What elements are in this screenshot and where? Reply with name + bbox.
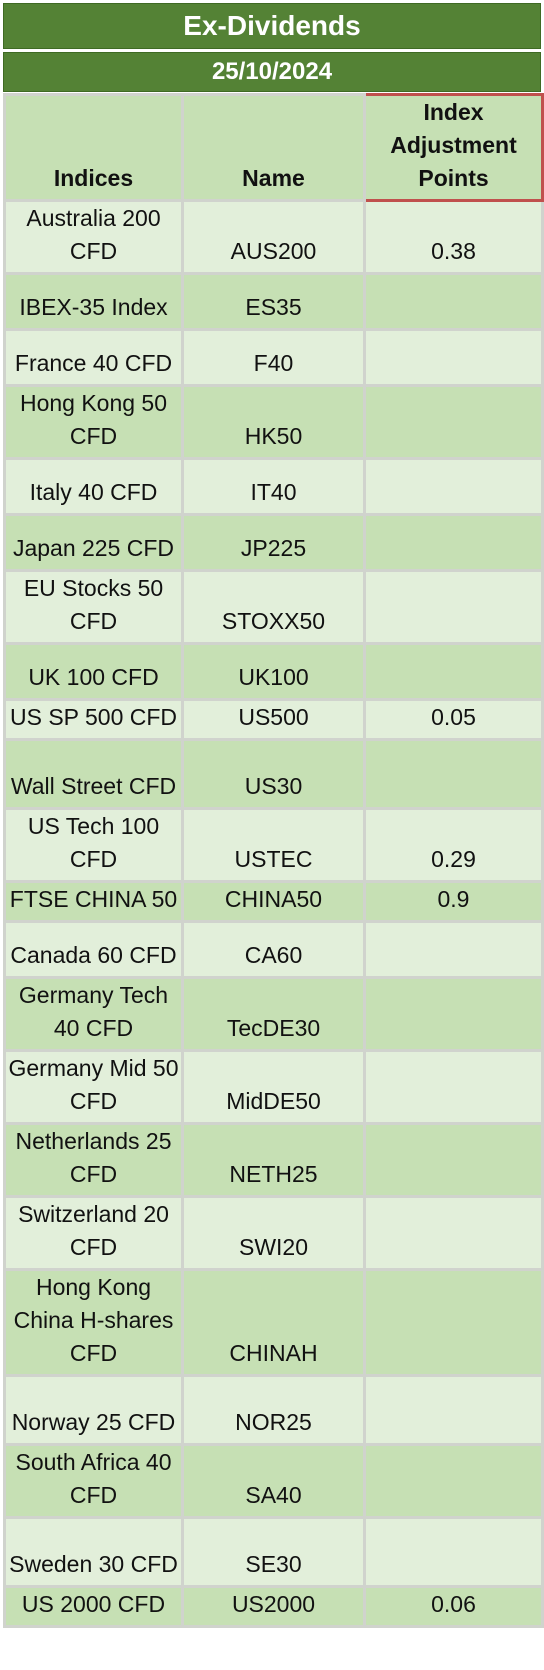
cell-index[interactable]: Canada 60 CFD: [3, 920, 184, 979]
cell-adjustment-points[interactable]: [363, 642, 544, 701]
cell-index[interactable]: Norway 25 CFD: [3, 1374, 184, 1446]
table-row: EU Stocks 50 CFD STOXX50: [3, 569, 544, 645]
table-row: IBEX-35 Index ES35: [3, 272, 544, 331]
sheet-date: 25/10/2024: [3, 52, 541, 92]
column-header-index-adjustment-points[interactable]: Index Adjustment Points: [363, 93, 544, 202]
cell-index[interactable]: Hong Kong China H-shares CFD: [3, 1268, 184, 1377]
table-row: US SP 500 CFD US500 0.05: [3, 698, 544, 741]
cell-name[interactable]: CHINA50: [181, 880, 366, 923]
cell-adjustment-points[interactable]: [363, 738, 544, 810]
cell-index[interactable]: IBEX-35 Index: [3, 272, 184, 331]
cell-name[interactable]: US500: [181, 698, 366, 741]
table-row: Germany Tech 40 CFD TecDE30: [3, 976, 544, 1052]
cell-name[interactable]: CHINAH: [181, 1268, 366, 1377]
cell-adjustment-points[interactable]: [363, 1122, 544, 1198]
cell-index[interactable]: UK 100 CFD: [3, 642, 184, 701]
column-header-indices[interactable]: Indices: [3, 93, 184, 202]
cell-index[interactable]: US SP 500 CFD: [3, 698, 184, 741]
table-row: Sweden 30 CFD SE30: [3, 1516, 544, 1588]
column-header-name[interactable]: Name: [181, 93, 366, 202]
cell-adjustment-points[interactable]: [363, 1195, 544, 1271]
cell-name[interactable]: TecDE30: [181, 976, 366, 1052]
cell-name[interactable]: ES35: [181, 272, 366, 331]
cell-adjustment-points[interactable]: [363, 1374, 544, 1446]
cell-adjustment-points[interactable]: [363, 272, 544, 331]
cell-index[interactable]: Japan 225 CFD: [3, 513, 184, 572]
table-row: Wall Street CFD US30: [3, 738, 544, 810]
table-row: US 2000 CFD US2000 0.06: [3, 1585, 544, 1628]
table-row: Hong Kong 50 CFD HK50: [3, 384, 544, 460]
cell-adjustment-points[interactable]: [363, 328, 544, 387]
cell-name[interactable]: JP225: [181, 513, 366, 572]
cell-name[interactable]: SA40: [181, 1443, 366, 1519]
cell-name[interactable]: CA60: [181, 920, 366, 979]
cell-name[interactable]: AUS200: [181, 199, 366, 275]
table-row: Norway 25 CFD NOR25: [3, 1374, 544, 1446]
table-row: Japan 225 CFD JP225: [3, 513, 544, 572]
cell-index[interactable]: Wall Street CFD: [3, 738, 184, 810]
cell-index[interactable]: Italy 40 CFD: [3, 457, 184, 516]
table-row: Australia 200 CFD AUS200 0.38: [3, 199, 544, 275]
cell-name[interactable]: MidDE50: [181, 1049, 366, 1125]
cell-index[interactable]: Netherlands 25 CFD: [3, 1122, 184, 1198]
cell-name[interactable]: STOXX50: [181, 569, 366, 645]
cell-index[interactable]: Australia 200 CFD: [3, 199, 184, 275]
cell-adjustment-points[interactable]: [363, 920, 544, 979]
cell-index[interactable]: US Tech 100 CFD: [3, 807, 184, 883]
table-row: UK 100 CFD UK100: [3, 642, 544, 701]
cell-name[interactable]: SWI20: [181, 1195, 366, 1271]
cell-name[interactable]: NOR25: [181, 1374, 366, 1446]
cell-adjustment-points[interactable]: [363, 569, 544, 645]
cell-name[interactable]: US2000: [181, 1585, 366, 1628]
cell-name[interactable]: F40: [181, 328, 366, 387]
cell-adjustment-points[interactable]: [363, 1516, 544, 1588]
ex-dividends-table: Indices Name Index Adjustment Points Aus…: [3, 93, 544, 1628]
cell-index[interactable]: France 40 CFD: [3, 328, 184, 387]
table-row: FTSE CHINA 50 CHINA50 0.9: [3, 880, 544, 923]
cell-adjustment-points[interactable]: [363, 513, 544, 572]
cell-index[interactable]: Hong Kong 50 CFD: [3, 384, 184, 460]
cell-name[interactable]: UK100: [181, 642, 366, 701]
cell-index[interactable]: US 2000 CFD: [3, 1585, 184, 1628]
cell-adjustment-points[interactable]: [363, 1268, 544, 1377]
cell-adjustment-points[interactable]: 0.9: [363, 880, 544, 923]
cell-adjustment-points[interactable]: 0.38: [363, 199, 544, 275]
cell-index[interactable]: Switzerland 20 CFD: [3, 1195, 184, 1271]
sheet-title: Ex-Dividends: [3, 3, 541, 49]
table-row: Germany Mid 50 CFD MidDE50: [3, 1049, 544, 1125]
table-row: Italy 40 CFD IT40: [3, 457, 544, 516]
table-row: Canada 60 CFD CA60: [3, 920, 544, 979]
cell-adjustment-points[interactable]: [363, 1443, 544, 1519]
cell-index[interactable]: Germany Mid 50 CFD: [3, 1049, 184, 1125]
cell-adjustment-points[interactable]: 0.29: [363, 807, 544, 883]
cell-index[interactable]: South Africa 40 CFD: [3, 1443, 184, 1519]
header-row: Indices Name Index Adjustment Points: [3, 93, 544, 202]
table-row: Switzerland 20 CFD SWI20: [3, 1195, 544, 1271]
cell-adjustment-points[interactable]: [363, 384, 544, 460]
table-row: Netherlands 25 CFD NETH25: [3, 1122, 544, 1198]
cell-name[interactable]: SE30: [181, 1516, 366, 1588]
cell-name[interactable]: US30: [181, 738, 366, 810]
cell-index[interactable]: Sweden 30 CFD: [3, 1516, 184, 1588]
cell-adjustment-points[interactable]: [363, 457, 544, 516]
cell-name[interactable]: HK50: [181, 384, 366, 460]
cell-adjustment-points[interactable]: [363, 976, 544, 1052]
table-row: France 40 CFD F40: [3, 328, 544, 387]
cell-index[interactable]: EU Stocks 50 CFD: [3, 569, 184, 645]
cell-adjustment-points[interactable]: 0.06: [363, 1585, 544, 1628]
cell-name[interactable]: NETH25: [181, 1122, 366, 1198]
table-row: South Africa 40 CFD SA40: [3, 1443, 544, 1519]
table-row: US Tech 100 CFD USTEC 0.29: [3, 807, 544, 883]
cell-index[interactable]: FTSE CHINA 50: [3, 880, 184, 923]
cell-adjustment-points[interactable]: 0.05: [363, 698, 544, 741]
cell-adjustment-points[interactable]: [363, 1049, 544, 1125]
cell-index[interactable]: Germany Tech 40 CFD: [3, 976, 184, 1052]
table-row: Hong Kong China H-shares CFD CHINAH: [3, 1268, 544, 1377]
cell-name[interactable]: USTEC: [181, 807, 366, 883]
cell-name[interactable]: IT40: [181, 457, 366, 516]
